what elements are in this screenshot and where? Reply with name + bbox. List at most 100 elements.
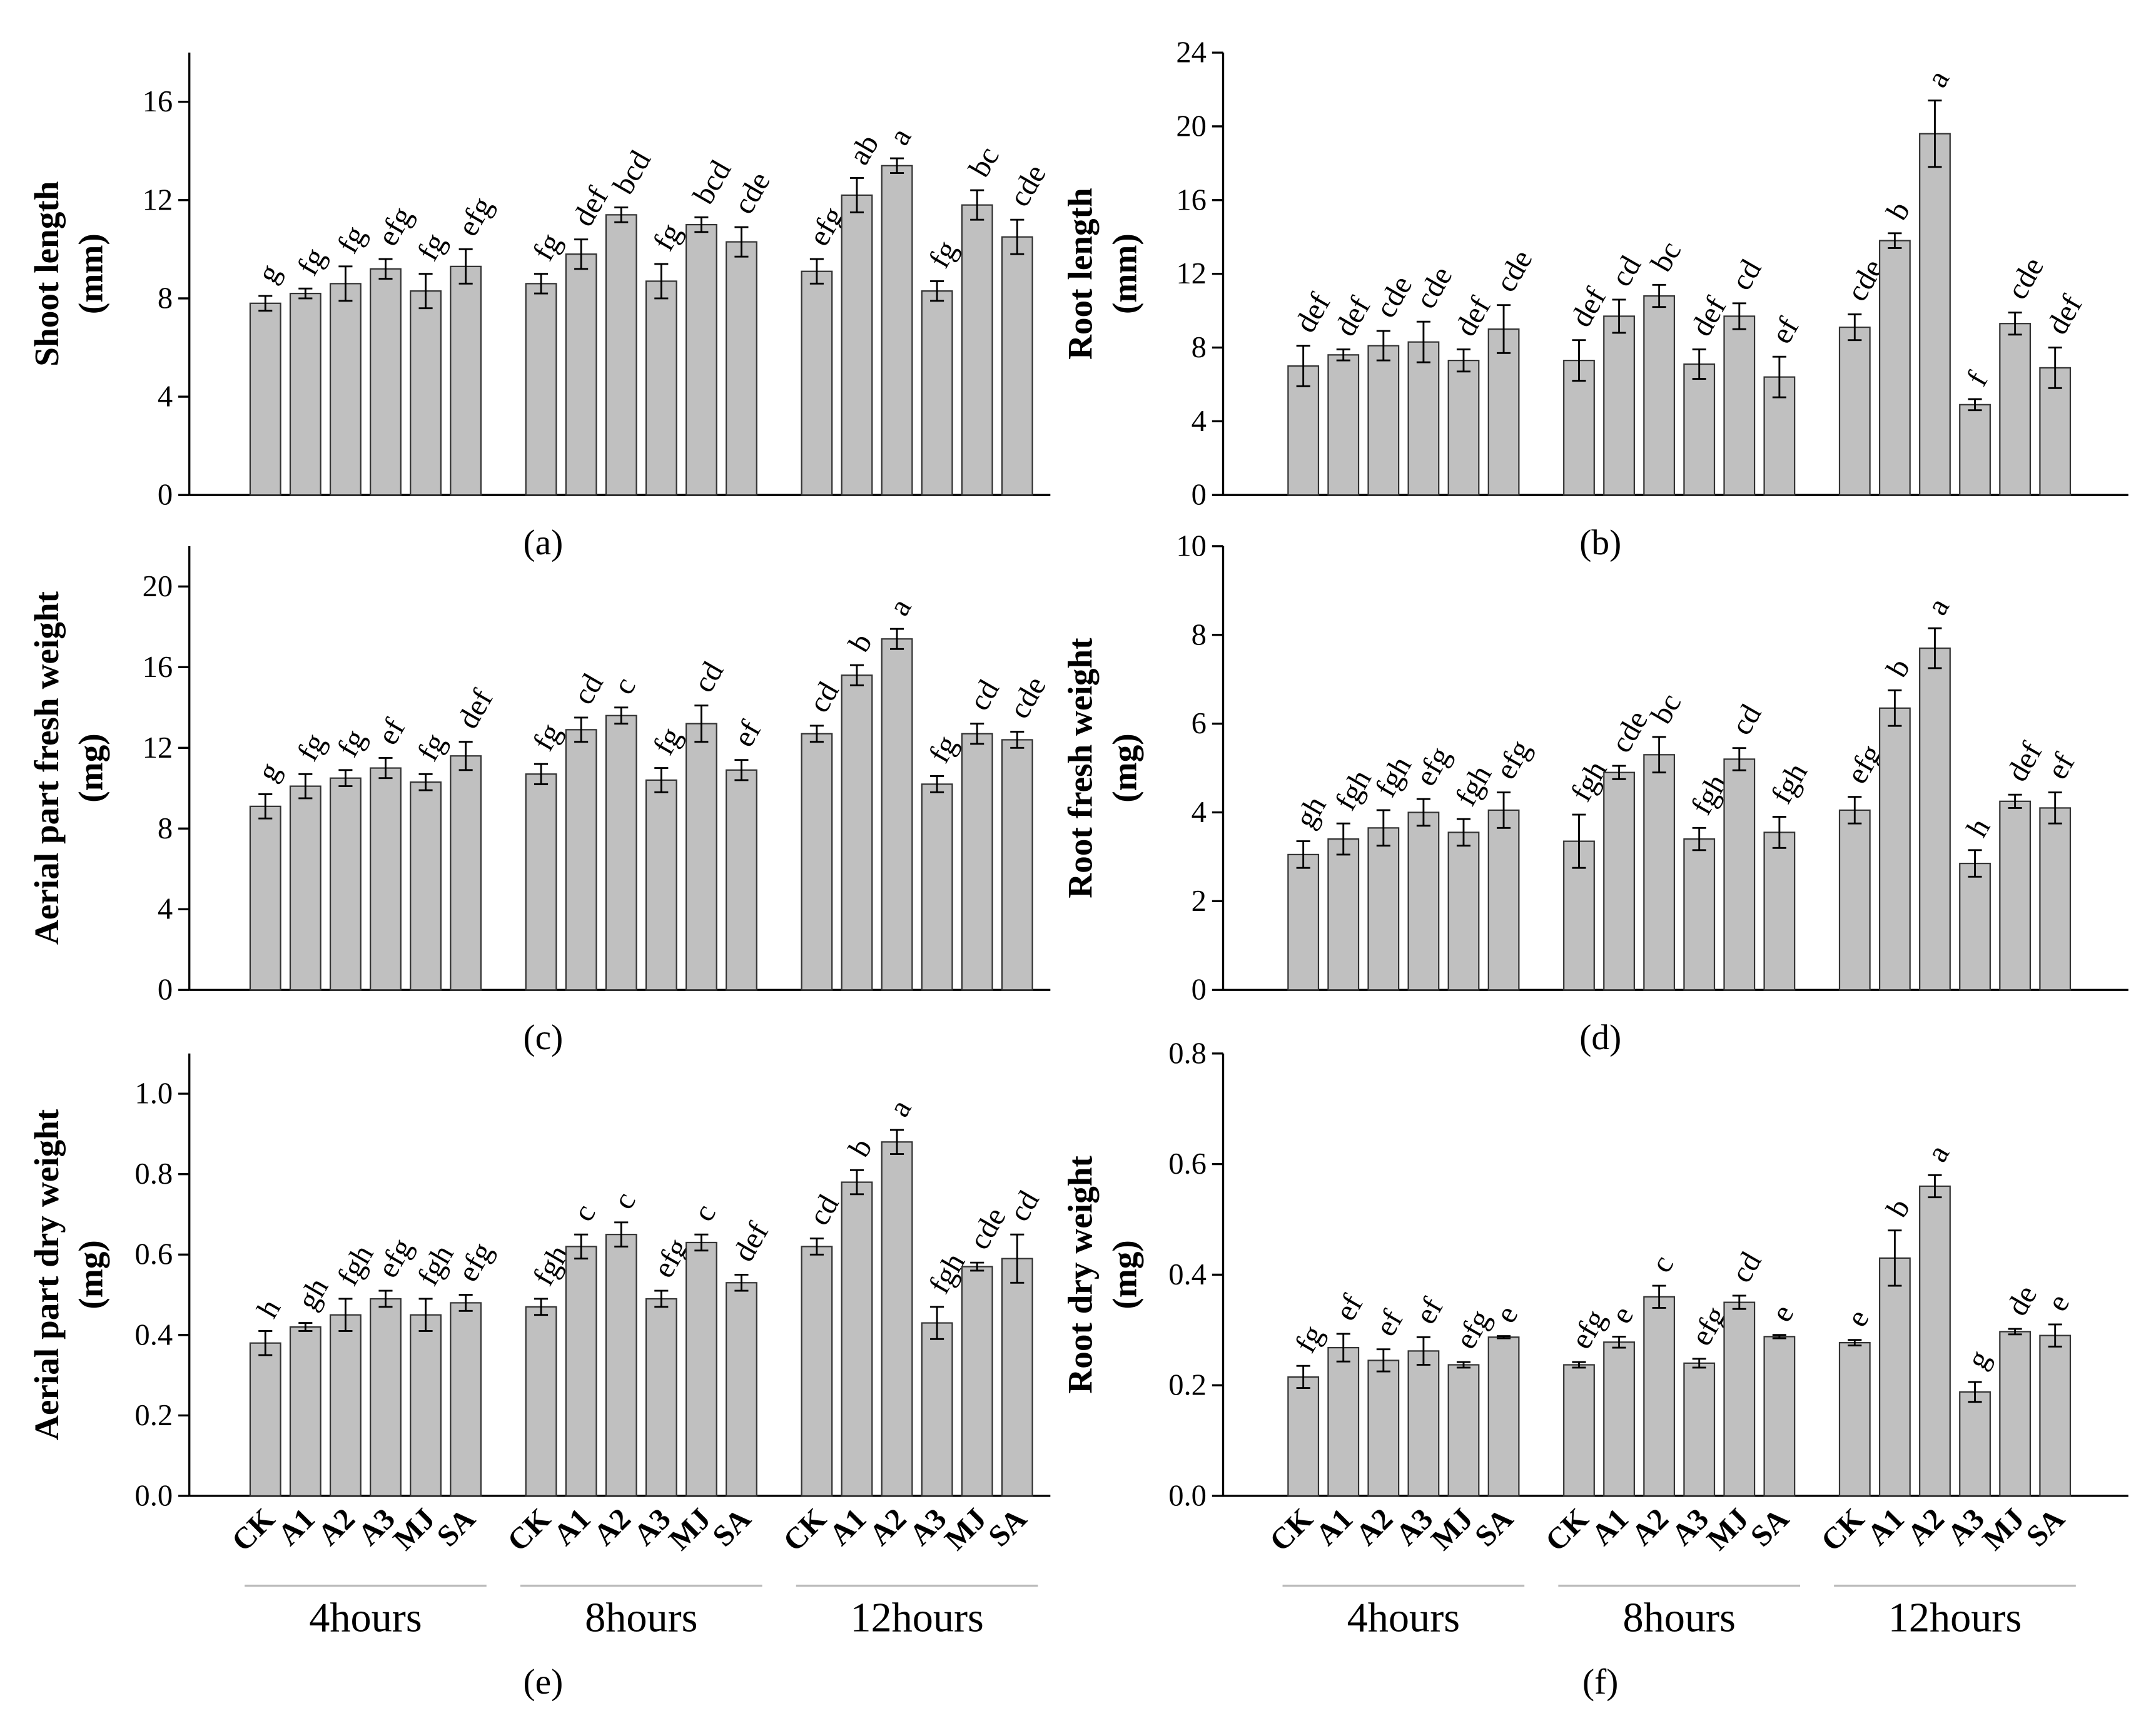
- error-bar: [534, 1298, 549, 1316]
- significance-letter: def: [1288, 287, 1337, 338]
- y-tick-label: 16: [143, 84, 173, 118]
- significance-letter: b: [1880, 196, 1916, 226]
- significance-letter: c: [606, 1186, 642, 1215]
- y-tick-label: 8: [158, 811, 173, 845]
- bar: [1367, 1360, 1400, 1497]
- y-tick-label: 10: [1176, 529, 1207, 562]
- panel-label: (a): [524, 523, 564, 562]
- significance-letter: a: [1920, 64, 1956, 93]
- significance-letter: fg: [330, 220, 372, 259]
- bar: [1919, 1185, 1951, 1497]
- error-bar: [809, 724, 824, 743]
- error-bar: [2008, 312, 2022, 336]
- error-bar: [2008, 1328, 2022, 1336]
- significance-letter: cde: [2000, 252, 2050, 305]
- significance-letter: cde: [1489, 244, 1539, 297]
- bar: [1287, 853, 1320, 991]
- error-bar: [1416, 798, 1430, 827]
- bar: [410, 781, 442, 991]
- y-tick-label: 12: [143, 731, 173, 765]
- error-bar: [734, 1273, 749, 1292]
- panel-label: (e): [524, 1662, 564, 1702]
- significance-letter: fg: [411, 227, 453, 266]
- bar: [1683, 838, 1716, 991]
- bar: [329, 777, 362, 991]
- significance-letter: bc: [1644, 235, 1688, 277]
- bar: [726, 241, 757, 496]
- bar: [1683, 363, 1716, 496]
- bar: [1447, 831, 1480, 991]
- error-bar: [614, 1221, 629, 1248]
- error-bar: [2048, 791, 2062, 825]
- bar: [1723, 1301, 1756, 1497]
- bar: [370, 268, 402, 496]
- y-tick-label: 12: [143, 183, 173, 216]
- error-bar: [1692, 1358, 1706, 1369]
- error-bar: [849, 1169, 864, 1196]
- significance-letter: fg: [922, 235, 964, 273]
- significance-letter: gh: [1288, 790, 1333, 833]
- error-bar: [654, 1289, 669, 1308]
- bar: [1878, 240, 1911, 496]
- bar: [1643, 295, 1676, 496]
- panel-label: (b): [1579, 523, 1621, 562]
- panel-label: (c): [524, 1018, 564, 1057]
- bar: [685, 223, 717, 496]
- y-tick-label: 0.8: [1168, 1036, 1207, 1070]
- bar: [329, 1314, 362, 1497]
- bar: [921, 290, 953, 496]
- y-tick-label: 6: [1192, 706, 1207, 740]
- significance-letter: b: [842, 1132, 879, 1162]
- error-bar: [809, 258, 824, 285]
- bar: [1643, 754, 1676, 991]
- error-bar: [1692, 348, 1706, 380]
- bar: [1563, 1364, 1595, 1497]
- bar: [1999, 1331, 2032, 1497]
- significance-letter: fg: [411, 728, 453, 766]
- y-tick-label: 0.2: [134, 1398, 173, 1432]
- significance-letter: f: [1960, 365, 1995, 392]
- significance-letter: a: [1920, 592, 1956, 621]
- significance-letter: h: [1960, 813, 1997, 843]
- significance-letter: c: [566, 1198, 602, 1227]
- bar: [450, 1302, 482, 1497]
- bar: [1763, 831, 1796, 991]
- group-label: 8hours: [1622, 1595, 1735, 1640]
- bar: [1327, 838, 1360, 991]
- error-bar: [734, 759, 749, 781]
- error-bar: [338, 769, 353, 788]
- group-label: 12hours: [850, 1595, 984, 1640]
- significance-letter: b: [1880, 653, 1916, 683]
- error-bar: [1652, 736, 1666, 774]
- y-tick-label: 0: [158, 478, 173, 512]
- bar: [1763, 1336, 1796, 1497]
- bar: [1287, 365, 1320, 496]
- error-bar: [930, 1306, 944, 1340]
- bar: [1367, 827, 1400, 991]
- significance-letter: def: [1329, 291, 1377, 342]
- y-tick-label: 0.0: [134, 1478, 173, 1512]
- error-bar: [338, 265, 353, 302]
- bar: [961, 204, 993, 496]
- significance-letter: fg: [646, 218, 688, 257]
- bar: [1447, 1364, 1480, 1497]
- bar: [1407, 341, 1440, 496]
- bar: [1001, 236, 1033, 496]
- bar: [1001, 1258, 1033, 1497]
- bar: [1878, 1257, 1911, 1497]
- x-tick-label: SA: [1468, 1502, 1519, 1553]
- error-bar: [1652, 1284, 1666, 1309]
- bar: [801, 1246, 833, 1497]
- error-bar: [338, 1298, 353, 1332]
- significance-letter: a: [1920, 1139, 1956, 1167]
- error-bar: [1612, 1335, 1626, 1349]
- y-tick-label: 0: [1192, 478, 1207, 512]
- y-tick-label: 0.4: [1168, 1258, 1207, 1291]
- bar: [525, 1306, 557, 1497]
- error-bar: [298, 773, 313, 800]
- bar: [1959, 404, 1991, 496]
- y-tick-label: 16: [1176, 183, 1207, 216]
- bar: [841, 194, 873, 496]
- bar: [525, 283, 557, 496]
- significance-letter: e: [1764, 1299, 1801, 1328]
